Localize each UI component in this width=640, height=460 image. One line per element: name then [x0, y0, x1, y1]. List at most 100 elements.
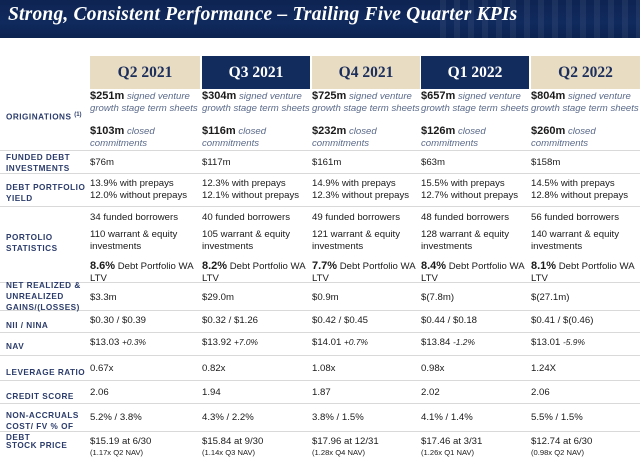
row-label-stock: STOCK PRICE — [6, 441, 68, 450]
yield-cell: 15.5% with prepays 12.7% without prepays — [421, 178, 529, 201]
nav-value: $13.92 — [202, 337, 232, 348]
gains-cell: $0.9m — [312, 292, 420, 304]
nav-cell: $14.01 +0.7% — [312, 337, 420, 349]
page-title: Strong, Consistent Performance – Trailin… — [8, 4, 518, 25]
warrant-cell: 140 warrant & equity investments — [531, 229, 640, 252]
nav-cell: $13.92 +7.0% — [202, 337, 310, 349]
row-divider — [0, 310, 640, 311]
origination-cell: $804m signed venture growth stage term s… — [531, 90, 640, 114]
row-label-nav: NAV — [6, 342, 25, 351]
leverage-value: 1.08x — [312, 363, 336, 374]
borrowers-cell: 40 funded borrowers — [202, 212, 310, 224]
ltv-cell: 8.1% Debt Portfolio WA LTV — [531, 260, 640, 284]
row-divider — [0, 150, 640, 151]
ltv-percent: 8.1% — [531, 260, 557, 272]
borrowers-cell: 48 funded borrowers — [421, 212, 529, 224]
commitment-amount: $232m — [312, 125, 347, 137]
yield-cell: 14.5% with prepays 12.8% without prepays — [531, 178, 640, 201]
nav-cell: $13.01 -5.9% — [531, 337, 640, 349]
row-divider — [0, 332, 640, 333]
commitment-text: closed commitments — [531, 126, 596, 149]
row-label-credit: CREDIT SCORE — [6, 392, 74, 401]
yield-cell: 13.9% with prepays 12.0% without prepays — [90, 178, 200, 201]
stock-value: $15.84 at 9/30 — [202, 436, 264, 447]
row-label-net-realized: NET REALIZED & UNREALIZED GAINS/(LOSSES) — [6, 281, 81, 312]
nav-value: $13.84 — [421, 337, 451, 348]
stock-note: (1.28x Q4 NAV) — [312, 447, 366, 457]
credit-cell: 1.94 — [202, 387, 310, 399]
stock-cell: $15.84 at 9/30 (1.14x Q3 NAV) — [202, 436, 310, 457]
origination-text: signed venture growth stage term sheets — [202, 91, 310, 114]
quarter-header: Q3 2021 — [202, 56, 310, 89]
ltv-cell: 7.7% Debt Portfolio WA LTV — [312, 260, 420, 284]
stock-cell: $17.96 at 12/31 (1.28x Q4 NAV) — [312, 436, 420, 457]
nonaccruals-value: 5.5% / 1.5% — [531, 412, 583, 423]
leverage-cell: 0.82x — [202, 363, 310, 375]
row-label-originations: ORIGINATIONS (1) — [6, 112, 82, 122]
credit-value: 2.02 — [421, 387, 440, 398]
nonaccruals-cell: 4.1% / 1.4% — [421, 412, 529, 424]
commitment-amount: $126m — [421, 125, 456, 137]
warrant-investments: 121 warrant & equity investments — [312, 229, 400, 252]
nonaccruals-value: 5.2% / 3.8% — [90, 412, 142, 423]
funded-value: $76m — [90, 157, 114, 168]
warrant-investments: 110 warrant & equity investments — [90, 229, 178, 252]
commitment-cell: $103m closed commitments — [90, 125, 200, 149]
leverage-cell: 1.24X — [531, 363, 640, 375]
ltv-text: Debt Portfolio WA LTV — [531, 261, 635, 284]
ltv-cell: 8.2% Debt Portfolio WA LTV — [202, 260, 310, 284]
nii-cell: $0.42 / $0.45 — [312, 315, 420, 327]
ltv-percent: 8.2% — [202, 260, 228, 272]
nonaccruals-cell: 3.8% / 1.5% — [312, 412, 420, 424]
credit-value: 1.87 — [312, 387, 331, 398]
gains-cell: $29.0m — [202, 292, 310, 304]
nii-nina-value: $0.32 / $1.26 — [202, 315, 259, 326]
yield-with: 14.9% with prepays — [312, 178, 396, 189]
quarter-header: Q4 2021 — [312, 56, 420, 89]
leverage-value: 0.98x — [421, 363, 445, 374]
nonaccruals-value: 4.1% / 1.4% — [421, 412, 473, 423]
stock-cell: $15.19 at 6/30 (1.17x Q2 NAV) — [90, 436, 200, 457]
yield-cell: 14.9% with prepays 12.3% without prepays — [312, 178, 420, 201]
commitment-text: closed commitments — [421, 126, 486, 149]
origination-cell: $251m signed venture growth stage term s… — [90, 90, 200, 114]
row-divider — [0, 282, 640, 283]
credit-cell: 2.06 — [90, 387, 200, 399]
row-label-nii: NII / NINA — [6, 321, 49, 330]
funded-cell: $63m — [421, 157, 529, 169]
origination-amount: $725m — [312, 90, 347, 102]
nav-change: -1.2% — [453, 337, 475, 347]
nonaccruals-value: 4.3% / 2.2% — [202, 412, 254, 423]
nav-change: -5.9% — [563, 337, 585, 347]
commitment-text: closed commitments — [90, 126, 155, 149]
funded-borrowers: 48 funded borrowers — [421, 212, 509, 223]
leverage-cell: 1.08x — [312, 363, 420, 375]
origination-amount: $804m — [531, 90, 566, 102]
row-label-funded: FUNDED DEBT INVESTMENTS — [6, 153, 71, 173]
row-divider — [0, 173, 640, 174]
funded-value: $161m — [312, 157, 342, 168]
commitment-cell: $116m closed commitments — [202, 125, 310, 149]
warrant-investments: 140 warrant & equity investments — [531, 229, 619, 252]
origination-text: signed venture growth stage term sheets — [90, 91, 198, 114]
origination-cell: $725m signed venture growth stage term s… — [312, 90, 420, 114]
gains-cell: $(7.8m) — [421, 292, 529, 304]
stock-note: (1.17x Q2 NAV) — [90, 447, 144, 457]
funded-cell: $76m — [90, 157, 200, 169]
yield-with: 14.5% with prepays — [531, 178, 615, 189]
nii-cell: $0.30 / $0.39 — [90, 315, 200, 327]
warrant-cell: 128 warrant & equity investments — [421, 229, 529, 252]
borrowers-cell: 56 funded borrowers — [531, 212, 640, 224]
commitment-amount: $103m — [90, 125, 125, 137]
leverage-value: 0.82x — [202, 363, 226, 374]
funded-cell: $161m — [312, 157, 420, 169]
yield-with: 15.5% with prepays — [421, 178, 505, 189]
funded-value: $117m — [202, 157, 231, 168]
ltv-text: Debt Portfolio WA LTV — [312, 261, 416, 284]
nav-change: +0.3% — [122, 337, 146, 347]
ltv-percent: 8.4% — [421, 260, 447, 272]
origination-amount: $251m — [90, 90, 125, 102]
commitment-cell: $126m closed commitments — [421, 125, 529, 149]
row-divider — [0, 206, 640, 207]
credit-value: 1.94 — [202, 387, 221, 398]
